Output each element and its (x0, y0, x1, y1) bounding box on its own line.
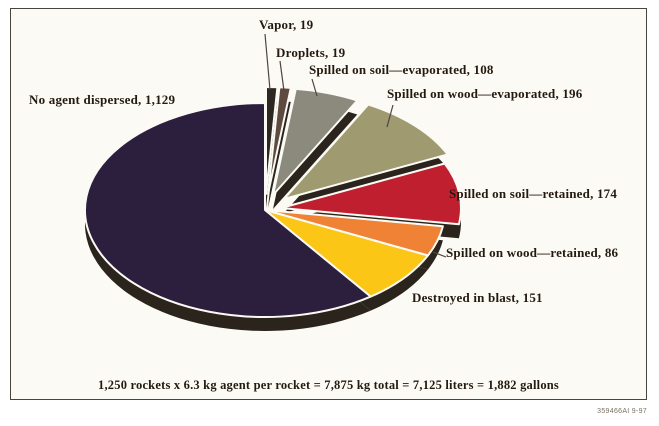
pie-slice-soil-evaporated (272, 87, 359, 196)
pie-slice-side-droplets (268, 101, 291, 208)
pie-slice-droplets (267, 86, 292, 195)
slice-label-wood-retained: Spilled on wood—retained, 86 (446, 245, 619, 260)
leader-line-soil-evaporated (311, 78, 318, 97)
pie-slice-soil-retained (280, 162, 462, 226)
pie-slice-no-agent (84, 102, 372, 318)
slice-label-vapor: Vapor, 19 (259, 17, 314, 32)
slice-label-soil-retained: Spilled on soil—retained, 174 (449, 186, 618, 201)
slice-label-soil-evaporated: Spilled on soil—evaporated, 108 (309, 62, 494, 77)
pie-slice-wood-evaporated (283, 103, 449, 200)
slice-label-destroyed: Destroyed in blast, 151 (412, 290, 543, 305)
pie-slice-vapor (265, 85, 279, 195)
leader-line-droplets (279, 60, 285, 92)
leader-line-wood-evaporated (386, 104, 394, 128)
leader-line-wood-retained (432, 251, 447, 258)
slice-label-droplets: Droplets, 19 (276, 45, 346, 60)
slice-label-wood-evaporated: Spilled on wood—evaporated, 196 (387, 86, 583, 101)
figure-code: 359466AI 9-97 (597, 408, 647, 415)
slice-label-no-agent: No agent dispersed, 1,129 (29, 92, 176, 107)
footnote-equation: 1,250 rockets x 6.3 kg agent per rocket … (98, 378, 559, 392)
leader-line-vapor (264, 33, 271, 91)
pie-slice-destroyed (264, 209, 429, 298)
